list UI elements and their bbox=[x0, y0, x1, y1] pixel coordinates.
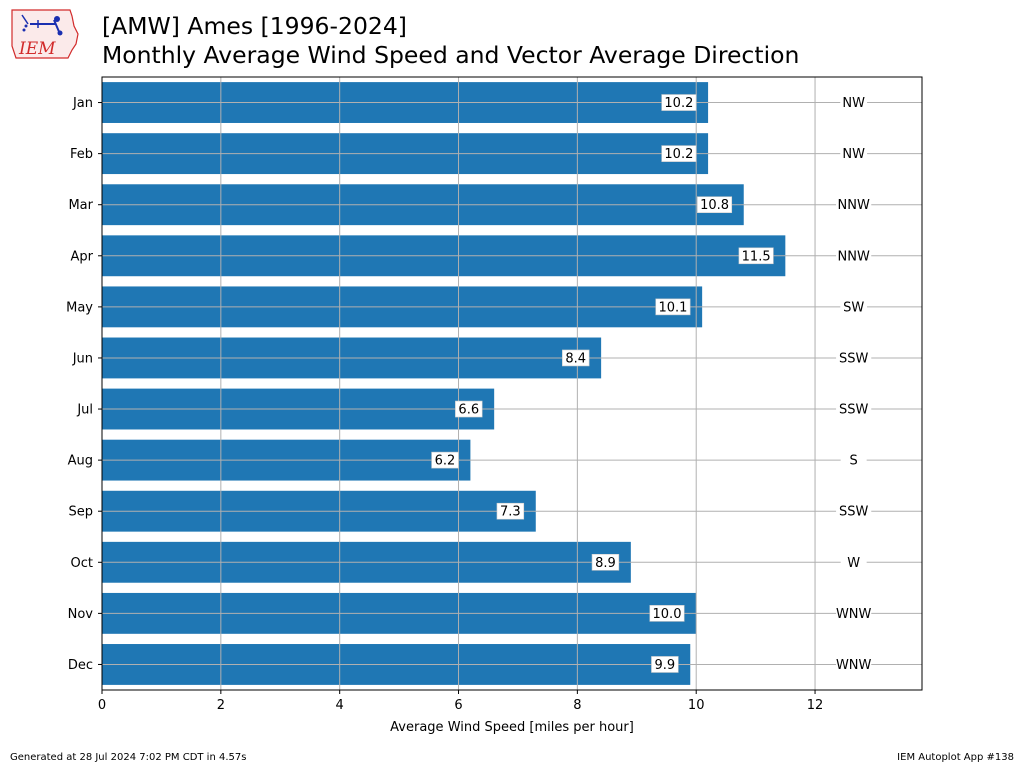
value-label: 7.3 bbox=[500, 505, 521, 520]
footer-app: IEM Autoplot App #138 bbox=[897, 752, 1014, 763]
x-tick-label: 4 bbox=[336, 698, 344, 713]
direction-label: W bbox=[847, 556, 860, 571]
value-label: 10.8 bbox=[700, 198, 729, 213]
direction-label-box bbox=[836, 400, 872, 419]
direction-label: NW bbox=[842, 96, 865, 111]
direction-label: WNW bbox=[836, 607, 872, 622]
direction-label: WNW bbox=[836, 658, 872, 673]
value-label: 8.4 bbox=[565, 351, 586, 366]
y-tick-label: Dec bbox=[68, 658, 93, 673]
iem-logo: IEM bbox=[8, 6, 94, 62]
logo-text: IEM bbox=[18, 39, 56, 59]
y-tick-label: Oct bbox=[71, 556, 93, 571]
value-label-box bbox=[591, 553, 620, 571]
direction-label: SSW bbox=[839, 351, 869, 366]
y-tick-label: Jun bbox=[72, 351, 93, 366]
chart-title: [AMW] Ames [1996-2024] Monthly Average W… bbox=[102, 12, 799, 70]
value-label: 8.9 bbox=[595, 556, 616, 571]
value-label-box bbox=[655, 298, 691, 316]
direction-label-box bbox=[836, 246, 872, 265]
chart-title-line1: [AMW] Ames [1996-2024] bbox=[102, 12, 407, 40]
x-tick-label: 2 bbox=[217, 698, 225, 713]
value-label: 6.6 bbox=[458, 403, 479, 418]
direction-label: NNW bbox=[838, 249, 870, 264]
chart-title-line2: Monthly Average Wind Speed and Vector Av… bbox=[102, 41, 800, 69]
value-label-box bbox=[651, 656, 679, 673]
y-tick-label: Apr bbox=[71, 249, 94, 264]
x-tick-label: 10 bbox=[688, 698, 705, 713]
value-label-box bbox=[431, 451, 459, 469]
y-tick-label: Sep bbox=[68, 505, 93, 520]
value-label-box bbox=[562, 349, 590, 367]
value-label-box bbox=[697, 196, 733, 214]
direction-label: SSW bbox=[839, 403, 869, 418]
direction-label: SW bbox=[843, 300, 864, 315]
direction-label-box bbox=[836, 195, 872, 214]
direction-label: SSW bbox=[839, 505, 869, 520]
direction-label: NNW bbox=[838, 198, 870, 213]
x-tick-label: 0 bbox=[98, 698, 106, 713]
y-tick-label: Feb bbox=[70, 147, 93, 162]
direction-label-box bbox=[836, 655, 872, 674]
value-label: 10.1 bbox=[658, 300, 687, 315]
footer-generated: Generated at 28 Jul 2024 7:02 PM CDT in … bbox=[10, 752, 247, 763]
direction-label: S bbox=[850, 454, 858, 469]
x-tick-label: 8 bbox=[573, 698, 581, 713]
y-tick-label: Aug bbox=[68, 454, 93, 469]
value-label-box bbox=[738, 247, 774, 265]
value-label: 9.9 bbox=[655, 658, 676, 673]
direction-label-box bbox=[840, 553, 867, 572]
y-tick-label: May bbox=[66, 300, 93, 315]
plot-frame bbox=[101, 76, 923, 691]
value-label: 10.2 bbox=[664, 96, 693, 111]
x-tick-label: 6 bbox=[454, 698, 462, 713]
value-label: 10.0 bbox=[653, 607, 682, 622]
value-label-box bbox=[661, 145, 697, 162]
value-label: 10.2 bbox=[664, 147, 693, 162]
value-label: 6.2 bbox=[435, 454, 456, 469]
y-tick-label: Jul bbox=[76, 403, 93, 418]
value-label: 11.5 bbox=[742, 249, 771, 264]
direction-label-box bbox=[840, 297, 868, 316]
value-label-box bbox=[496, 502, 525, 520]
direction-label-box bbox=[840, 451, 867, 470]
y-tick-label: Mar bbox=[68, 198, 93, 213]
iem-logo-icon: IEM bbox=[11, 9, 79, 59]
direction-label-box bbox=[840, 93, 868, 112]
value-label-box bbox=[661, 94, 697, 111]
y-tick-label: Jan bbox=[72, 96, 93, 111]
direction-label-box bbox=[836, 502, 872, 521]
x-tick-label: 12 bbox=[807, 698, 824, 713]
y-tick-label: Nov bbox=[68, 607, 94, 622]
direction-label-box bbox=[840, 144, 868, 163]
value-label-box bbox=[649, 605, 685, 622]
x-axis-label: Average Wind Speed [miles per hour] bbox=[390, 720, 634, 735]
direction-label: NW bbox=[842, 147, 865, 162]
value-label-box bbox=[455, 400, 483, 418]
direction-label-box bbox=[836, 348, 872, 367]
direction-label-box bbox=[836, 604, 872, 623]
